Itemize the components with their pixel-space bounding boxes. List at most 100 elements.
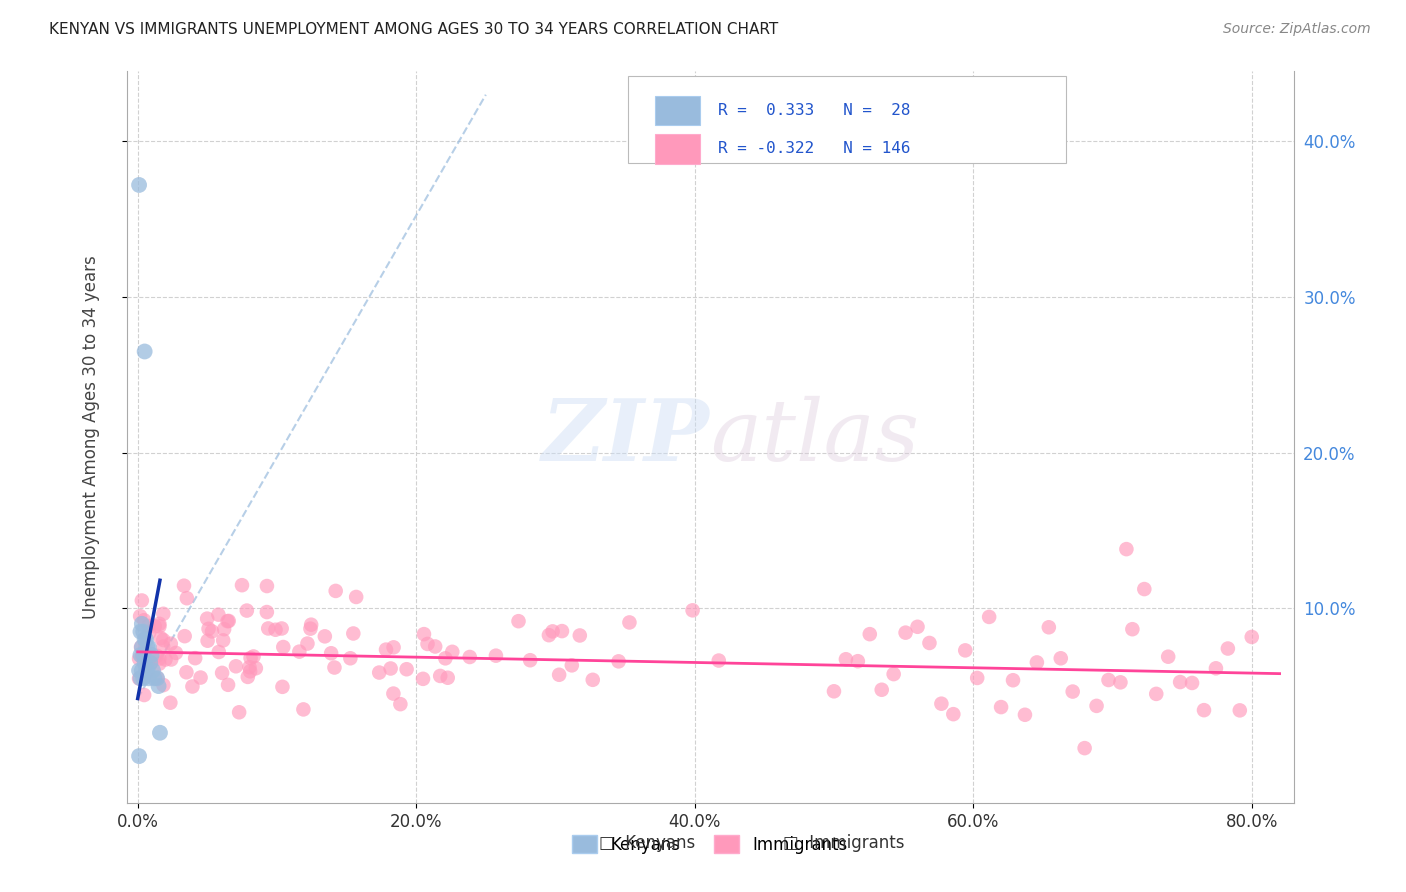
Point (412, 672, 434, 686)
Point (184, 651, 207, 665)
Point (1168, 675, 1191, 690)
Point (288, 645, 311, 659)
Point (134, 656, 156, 670)
Point (823, 684, 845, 698)
Point (134, 344, 156, 359)
Point (132, 624, 155, 639)
Point (176, 665, 198, 680)
Point (1001, 673, 1024, 688)
Point (1049, 651, 1071, 665)
Point (339, 651, 361, 665)
Point (217, 614, 239, 628)
Point (128, 672, 150, 686)
Point (129, 624, 152, 639)
Point (256, 605, 278, 619)
Point (707, 654, 730, 668)
Point (548, 667, 571, 681)
Point (195, 612, 218, 626)
Point (217, 678, 239, 692)
Point (245, 661, 267, 675)
Point (375, 642, 398, 657)
Point (141, 648, 163, 662)
Point (1062, 684, 1084, 698)
Point (271, 680, 294, 694)
Point (299, 617, 322, 632)
Point (257, 622, 280, 636)
Point (143, 671, 166, 685)
Point (146, 671, 169, 685)
Point (1025, 656, 1047, 670)
Point (297, 636, 319, 650)
Point (436, 671, 458, 685)
Point (835, 652, 858, 666)
Point (128, 651, 150, 665)
Point (1038, 620, 1060, 634)
Point (325, 583, 347, 598)
Point (859, 627, 882, 641)
Point (846, 654, 869, 668)
Point (152, 640, 174, 654)
Point (382, 687, 405, 701)
Point (1144, 687, 1167, 701)
Point (413, 627, 436, 641)
Point (160, 652, 183, 666)
Point (485, 648, 508, 663)
Point (134, 639, 156, 653)
Point (132, 648, 155, 662)
Point (149, 631, 172, 645)
Point (568, 628, 591, 642)
Point (870, 682, 893, 697)
Point (541, 624, 564, 639)
Point (1073, 741, 1095, 756)
Point (128, 178, 150, 192)
Point (148, 679, 170, 693)
Point (966, 671, 988, 685)
Point (256, 579, 278, 593)
Point (155, 652, 177, 666)
Point (242, 649, 264, 664)
Point (1014, 707, 1036, 722)
Text: atlas: atlas (710, 396, 920, 478)
Point (508, 614, 530, 628)
Point (1085, 698, 1108, 713)
Point (148, 657, 170, 671)
Point (152, 633, 174, 648)
Point (239, 665, 262, 679)
Point (138, 671, 160, 685)
Point (231, 578, 253, 592)
Point (149, 725, 172, 739)
Point (314, 629, 336, 643)
FancyBboxPatch shape (628, 77, 1066, 163)
Point (990, 700, 1012, 714)
Point (342, 626, 364, 640)
Point (208, 645, 231, 659)
Point (218, 614, 240, 628)
Point (159, 637, 181, 651)
Point (942, 707, 965, 722)
Point (883, 667, 905, 681)
Point (135, 632, 157, 647)
Point (561, 658, 583, 673)
Point (131, 649, 153, 664)
Point (228, 706, 250, 720)
Point (1109, 675, 1132, 690)
Point (152, 607, 174, 621)
Point (134, 688, 156, 702)
Point (197, 622, 219, 636)
Point (131, 593, 153, 607)
Point (1229, 703, 1251, 717)
Legend: Kenyans, Immigrants: Kenyans, Immigrants (565, 829, 855, 860)
FancyBboxPatch shape (655, 96, 700, 126)
Point (955, 643, 977, 657)
Point (197, 633, 219, 648)
Point (136, 658, 159, 673)
Point (264, 623, 287, 637)
Point (139, 656, 162, 670)
Point (1240, 630, 1263, 644)
FancyBboxPatch shape (655, 135, 700, 163)
Point (159, 696, 181, 710)
Point (458, 650, 481, 665)
Point (1181, 676, 1204, 690)
Text: Source: ZipAtlas.com: Source: ZipAtlas.com (1223, 22, 1371, 37)
Point (979, 610, 1001, 624)
